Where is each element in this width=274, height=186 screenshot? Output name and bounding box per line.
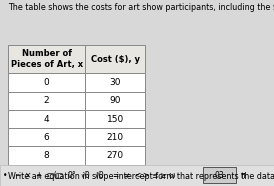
Bar	[8, 92, 85, 110]
Bar	[85, 45, 145, 73]
Text: 0: 0	[44, 78, 49, 87]
Bar	[8, 110, 85, 128]
Bar	[0, 165, 274, 186]
Text: 8: 8	[44, 151, 49, 160]
Text: <: <	[134, 171, 141, 180]
Text: −: −	[14, 171, 20, 180]
Bar	[85, 146, 145, 165]
Text: Cost ($), y: Cost ($), y	[91, 54, 139, 64]
Text: Write an equation in slope-intercept form that represents the data in the table.: Write an equation in slope-intercept for…	[8, 172, 274, 181]
Bar	[85, 92, 145, 110]
Text: √0: √0	[81, 171, 91, 180]
Text: ×: ×	[25, 171, 31, 180]
Bar	[85, 110, 145, 128]
Bar	[85, 128, 145, 146]
Text: √0: √0	[95, 171, 104, 180]
Text: π: π	[241, 171, 246, 180]
Text: Number of
Pieces of Art, x: Number of Pieces of Art, x	[10, 49, 83, 69]
Text: 4: 4	[44, 115, 49, 124]
Text: 210: 210	[107, 133, 124, 142]
Text: 0°: 0°	[67, 171, 76, 180]
Text: 150: 150	[107, 115, 124, 124]
Text: ω: ω	[169, 171, 175, 180]
Text: 03: 03	[214, 171, 224, 180]
Text: >: >	[142, 171, 149, 180]
Text: 6: 6	[44, 133, 49, 142]
Text: +: +	[36, 171, 42, 180]
Text: ≠: ≠	[123, 171, 130, 180]
Bar	[203, 167, 236, 183]
Text: ≥: ≥	[159, 171, 165, 180]
Text: 2: 2	[44, 96, 49, 105]
Text: 270: 270	[107, 151, 124, 160]
Text: 90: 90	[109, 96, 121, 105]
Text: ≤: ≤	[151, 171, 157, 180]
Bar	[85, 73, 145, 92]
Text: •: •	[3, 171, 7, 180]
Bar	[8, 146, 85, 165]
Text: □/□: □/□	[47, 171, 64, 180]
Bar	[8, 45, 85, 73]
Bar	[8, 73, 85, 92]
Text: 30: 30	[109, 78, 121, 87]
Text: =: =	[112, 171, 119, 180]
Bar	[8, 128, 85, 146]
Text: The table shows the costs for art show participants, including the $30 registrat: The table shows the costs for art show p…	[8, 3, 274, 12]
